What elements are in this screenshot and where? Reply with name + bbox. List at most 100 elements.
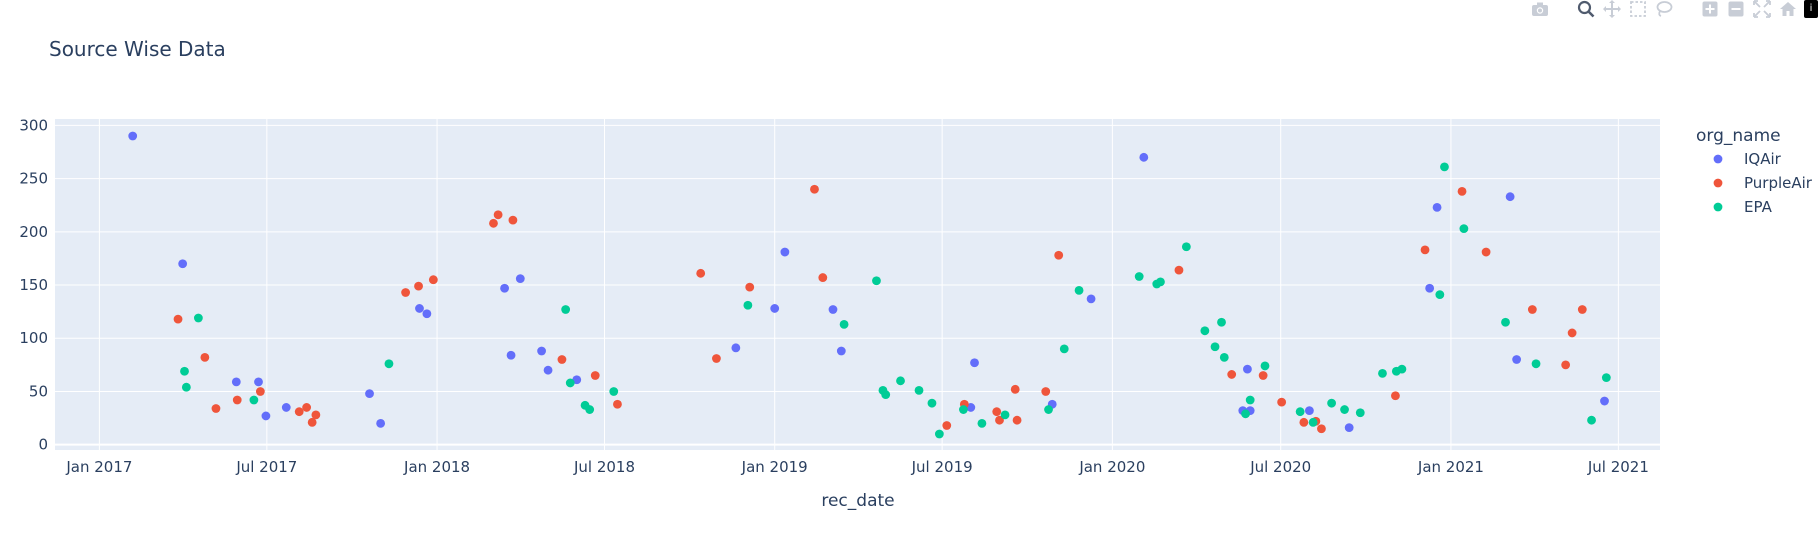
data-point[interactable]: [896, 376, 905, 386]
data-point[interactable]: [942, 421, 952, 430]
data-point[interactable]: [1139, 152, 1149, 162]
pan-icon[interactable]: [1602, 0, 1622, 18]
data-point[interactable]: [1587, 415, 1596, 425]
legend-marker[interactable]: [1713, 202, 1723, 212]
data-point[interactable]: [609, 387, 619, 396]
data-point[interactable]: [1241, 409, 1250, 419]
data-point[interactable]: [1317, 424, 1326, 434]
data-point[interactable]: [743, 300, 753, 310]
zoom-out-icon[interactable]: [1726, 0, 1746, 18]
data-point[interactable]: [365, 389, 374, 398]
data-point[interactable]: [1174, 265, 1184, 275]
data-point[interactable]: [1340, 405, 1349, 414]
legend-label[interactable]: IQAir: [1744, 150, 1782, 168]
data-point[interactable]: [1243, 364, 1252, 374]
data-point[interactable]: [992, 407, 1002, 417]
data-point[interactable]: [995, 415, 1004, 425]
data-point[interactable]: [1420, 245, 1430, 255]
data-point[interactable]: [1304, 406, 1314, 416]
data-point[interactable]: [181, 382, 191, 392]
camera-icon[interactable]: [1530, 0, 1550, 18]
legend-label[interactable]: PurpleAir: [1744, 174, 1813, 192]
data-point[interactable]: [770, 304, 780, 313]
data-point[interactable]: [613, 399, 622, 409]
data-point[interactable]: [836, 346, 846, 356]
data-point[interactable]: [493, 210, 503, 220]
zoom-icon[interactable]: [1576, 0, 1596, 18]
data-point[interactable]: [422, 309, 432, 319]
data-point[interactable]: [1327, 398, 1336, 408]
data-point[interactable]: [810, 184, 819, 194]
data-point[interactable]: [1000, 410, 1010, 420]
data-point[interactable]: [1210, 342, 1220, 352]
data-point[interactable]: [828, 305, 838, 314]
data-point[interactable]: [561, 305, 571, 314]
data-point[interactable]: [1134, 272, 1144, 281]
data-point[interactable]: [1344, 423, 1354, 433]
data-point[interactable]: [232, 395, 242, 405]
data-point[interactable]: [261, 411, 271, 421]
data-point[interactable]: [1054, 250, 1064, 260]
data-point[interactable]: [1378, 368, 1387, 378]
data-point[interactable]: [839, 320, 849, 329]
data-point[interactable]: [173, 314, 183, 324]
data-point[interactable]: [1181, 242, 1191, 252]
data-point[interactable]: [543, 365, 553, 375]
data-point[interactable]: [415, 304, 424, 313]
data-point[interactable]: [1601, 373, 1611, 383]
data-point[interactable]: [1355, 408, 1365, 418]
data-point[interactable]: [780, 247, 790, 257]
data-point[interactable]: [1295, 407, 1305, 417]
data-point[interactable]: [1245, 395, 1255, 405]
data-point[interactable]: [537, 346, 546, 356]
data-point[interactable]: [1432, 202, 1442, 212]
lasso-select-icon[interactable]: [1654, 0, 1674, 18]
data-point[interactable]: [489, 218, 498, 228]
data-point[interactable]: [178, 259, 188, 269]
box-select-icon[interactable]: [1628, 0, 1648, 18]
data-point[interactable]: [231, 377, 241, 387]
data-point[interactable]: [1505, 192, 1515, 202]
data-point[interactable]: [1501, 317, 1510, 327]
data-point[interactable]: [1059, 344, 1069, 354]
data-point[interactable]: [818, 273, 828, 282]
data-point[interactable]: [376, 418, 386, 428]
data-point[interactable]: [1299, 417, 1309, 427]
data-point[interactable]: [294, 407, 304, 417]
data-point[interactable]: [731, 343, 741, 353]
data-point[interactable]: [1219, 353, 1229, 362]
data-point[interactable]: [1227, 370, 1237, 379]
data-point[interactable]: [1457, 186, 1467, 196]
data-point[interactable]: [1086, 294, 1096, 304]
data-point[interactable]: [1577, 305, 1587, 314]
data-point[interactable]: [1217, 317, 1226, 327]
data-point[interactable]: [384, 359, 394, 369]
data-point[interactable]: [1567, 328, 1577, 338]
data-point[interactable]: [934, 429, 944, 439]
data-point[interactable]: [255, 387, 265, 396]
data-point[interactable]: [500, 283, 509, 293]
data-point[interactable]: [193, 313, 203, 323]
data-point[interactable]: [872, 276, 881, 286]
data-point[interactable]: [1258, 371, 1268, 380]
data-point[interactable]: [590, 371, 600, 380]
data-point[interactable]: [1041, 387, 1051, 396]
data-point[interactable]: [1010, 384, 1020, 394]
data-point[interactable]: [1459, 224, 1469, 234]
data-point[interactable]: [1200, 326, 1210, 336]
data-point[interactable]: [508, 215, 518, 225]
plotly-logo-icon[interactable]: i: [1804, 0, 1818, 18]
data-point[interactable]: [1397, 364, 1407, 374]
data-point[interactable]: [1044, 405, 1053, 414]
data-point[interactable]: [1440, 162, 1449, 172]
data-point[interactable]: [311, 410, 321, 420]
data-point[interactable]: [1527, 305, 1537, 314]
data-point[interactable]: [712, 354, 721, 363]
data-point[interactable]: [959, 405, 968, 414]
data-point[interactable]: [1277, 397, 1287, 407]
data-point[interactable]: [414, 281, 423, 291]
data-point[interactable]: [1391, 391, 1400, 401]
data-point[interactable]: [428, 275, 438, 285]
data-point[interactable]: [914, 385, 924, 395]
data-point[interactable]: [128, 131, 138, 141]
